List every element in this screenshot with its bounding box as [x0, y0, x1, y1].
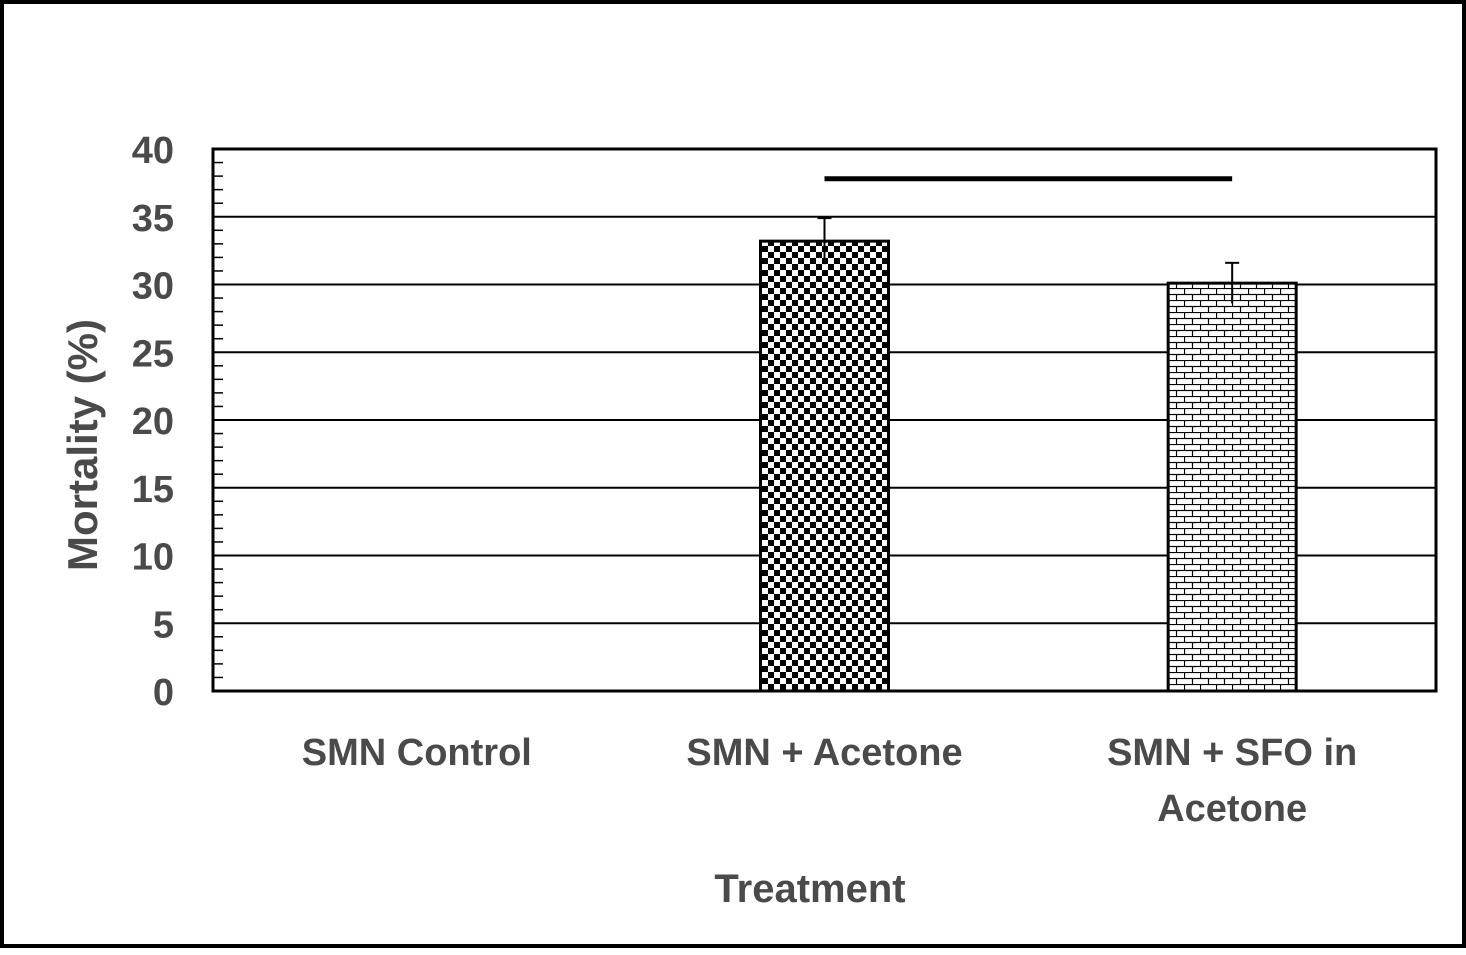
x-tick-label: SMN + Acetone: [686, 732, 962, 774]
y-tick-label: 30: [132, 266, 174, 308]
y-axis-tick-labels: 0 5 10 15 20 25 30 35 40: [132, 130, 174, 714]
y-tick-label: 40: [132, 130, 174, 172]
y-tick-label: 25: [132, 333, 174, 375]
bars: [759, 239, 1298, 693]
x-tick-label: Acetone: [1157, 788, 1307, 830]
y-axis-label: Mortality (%): [59, 319, 106, 571]
x-axis-tick-labels: SMN Control SMN + Acetone SMN + SFO in Acet…: [302, 732, 1357, 830]
y-tick-label: 35: [132, 198, 174, 240]
x-tick-label: SMN + SFO in: [1107, 732, 1357, 774]
y-tick-label: 10: [132, 537, 174, 579]
plot-area: [211, 147, 1438, 693]
y-tick-label: 20: [132, 401, 174, 443]
error-bars: [817, 217, 1240, 304]
x-tick-label: SMN Control: [302, 732, 532, 774]
bar: [759, 239, 890, 693]
y-tick-label: 15: [132, 469, 174, 511]
bar: [1166, 281, 1298, 693]
y-tick-label: 5: [153, 604, 174, 646]
y-tick-label: 0: [153, 672, 174, 714]
x-axis-label: Treatment: [714, 867, 905, 911]
